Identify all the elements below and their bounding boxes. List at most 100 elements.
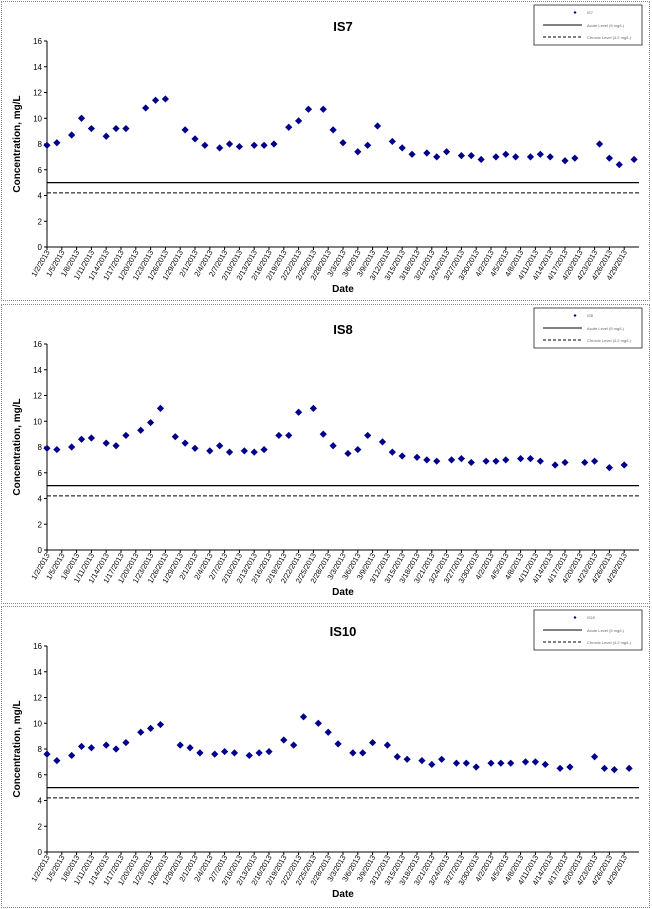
- chart1-point-32: [413, 453, 421, 461]
- chart0-point-30: [398, 144, 406, 152]
- chart2-point-6: [112, 745, 120, 753]
- chart0-ytick-label-2: 4: [38, 192, 43, 201]
- chart0-legend-text-0: IS7: [587, 10, 594, 15]
- chart0-point-2: [68, 131, 76, 139]
- chart2-point-16: [230, 749, 239, 757]
- chart0-point-39: [502, 150, 510, 158]
- chart0-legend-text-2: Chronic Level (4.2 mg/L): [587, 35, 631, 40]
- chart2-point-38: [487, 759, 495, 767]
- chart0-point-4: [87, 124, 95, 133]
- chart1-point-35: [447, 456, 456, 464]
- chart2-ylabel: Concentration, mg/L: [12, 700, 23, 797]
- chart1-point-4: [87, 434, 95, 442]
- chart1-point-7: [122, 431, 130, 440]
- chart0-ytick-label-4: 8: [38, 140, 43, 149]
- chart2-point-1: [53, 756, 61, 765]
- chart2-point-46: [591, 753, 599, 761]
- chart0-point-28: [373, 122, 382, 130]
- chart1-point-47: [591, 457, 599, 465]
- chart2-point-11: [176, 741, 184, 749]
- chart1-point-8: [137, 426, 145, 434]
- chart1-ytick-label-2: 4: [38, 495, 43, 504]
- chart-panel-is10: IS10 IS10 Acute Level (5 mg/L) Chronic Leve…: [1, 606, 650, 908]
- chart0-point-6: [112, 124, 120, 133]
- chart1-ytick-label-0: 0: [38, 546, 43, 555]
- chart2-point-35: [452, 759, 461, 767]
- chart2-legend-marker: [573, 616, 577, 619]
- chart1-point-25: [329, 442, 337, 450]
- chart2-title: IS10: [330, 624, 357, 639]
- chart2-legend-text-2: Chronic Level (4.2 mg/L): [587, 640, 631, 645]
- chart0-point-31: [408, 150, 416, 158]
- chart1-point-9: [147, 418, 155, 427]
- chart1-point-18: [250, 448, 258, 456]
- chart1-point-48: [605, 464, 613, 472]
- chart2-ytick-label-1: 2: [38, 822, 43, 831]
- chart2-point-49: [625, 764, 633, 772]
- chart1-point-36: [457, 454, 465, 463]
- chart0-point-29: [388, 137, 396, 146]
- chart1-point-21: [285, 431, 293, 440]
- chart2-point-3: [77, 742, 86, 751]
- chart2-point-27: [359, 749, 367, 757]
- chart2-point-28: [369, 738, 377, 747]
- chart0-point-13: [201, 141, 209, 149]
- chart0-legend: IS7 Acute Level (5 mg/L) Chronic Level (4.…: [533, 4, 643, 46]
- chart1-point-17: [240, 447, 248, 455]
- chart-panel-is7: IS7 IS7 Acute Level (5 mg/L) Chronic Level …: [1, 1, 650, 301]
- chart0-point-27: [364, 141, 372, 149]
- chart2-point-37: [472, 763, 480, 771]
- chart2-ytick-label-4: 8: [38, 745, 43, 754]
- chart2-point-20: [280, 736, 288, 744]
- chart0-point-37: [477, 155, 485, 164]
- chart2-point-39: [497, 759, 505, 767]
- chart0-point-22: [304, 105, 313, 113]
- chart2-point-44: [556, 764, 564, 772]
- chart1-point-44: [551, 461, 559, 469]
- chart0-point-26: [354, 148, 362, 156]
- chart2-legend-text-1: Acute Level (5 mg/L): [587, 628, 625, 633]
- chart1-point-41: [517, 454, 525, 463]
- chart1-point-22: [295, 408, 303, 416]
- chart0-title: IS7: [333, 19, 353, 34]
- chart2-point-24: [324, 728, 332, 736]
- chart2-point-33: [428, 760, 436, 769]
- chart0-ytick-label-1: 2: [38, 217, 43, 226]
- chart0-point-43: [546, 153, 554, 161]
- chart2-point-19: [265, 747, 273, 756]
- chart0-point-46: [595, 140, 604, 148]
- chart0-legend-marker: [573, 11, 577, 14]
- chart1-point-11: [171, 433, 179, 441]
- chart2-point-21: [290, 741, 298, 749]
- chart1-point-46: [581, 458, 589, 467]
- chart2-point-9: [147, 724, 155, 732]
- chart0-point-41: [526, 153, 535, 161]
- chart0-point-5: [102, 132, 110, 140]
- chart-panel-is8: IS8 IS8 Acute Level (5 mg/L) Chronic Level …: [1, 304, 650, 604]
- chart1-point-1: [53, 445, 61, 454]
- chart1-title: IS8: [333, 322, 353, 337]
- chart0-point-10: [161, 95, 169, 103]
- chart1-ytick-label-7: 14: [33, 366, 42, 375]
- chart0-point-15: [225, 140, 234, 148]
- chart0-point-42: [536, 150, 544, 158]
- chart1-legend-marker: [573, 314, 577, 317]
- chart2-ytick-label-3: 6: [38, 771, 43, 780]
- chart1-point-13: [191, 444, 199, 452]
- chart0-ytick-label-7: 14: [33, 63, 42, 72]
- chart1-point-15: [216, 442, 224, 450]
- chart2-point-15: [221, 747, 229, 756]
- chart0-point-16: [235, 142, 243, 151]
- chart1-legend-text-1: Acute Level (5 mg/L): [587, 326, 625, 331]
- chart1-legend-text-2: Chronic Level (4.2 mg/L): [587, 338, 631, 343]
- chart0-point-12: [191, 135, 199, 143]
- chart0-ytick-label-6: 12: [33, 89, 42, 98]
- chart2-point-23: [314, 719, 322, 727]
- chart1-legend: IS8 Acute Level (5 mg/L) Chronic Level (4.…: [533, 307, 643, 349]
- chart1-point-10: [156, 404, 165, 412]
- chart1-point-38: [482, 457, 490, 465]
- chart0-point-21: [295, 117, 303, 125]
- chart2-point-31: [403, 755, 411, 763]
- chart2-point-13: [196, 749, 204, 757]
- chart2-legend: IS10 Acute Level (5 mg/L) Chronic Level (4…: [533, 609, 643, 651]
